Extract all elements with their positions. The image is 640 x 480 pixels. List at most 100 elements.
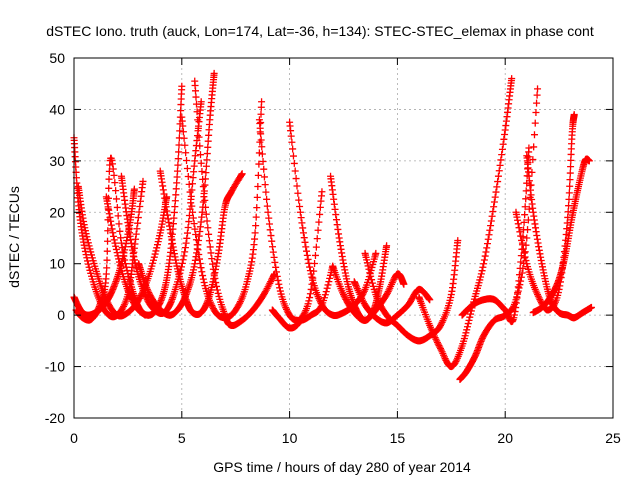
data-point	[481, 252, 489, 260]
data-point	[518, 241, 526, 249]
data-point	[206, 243, 214, 251]
data-point	[487, 217, 495, 225]
data-point	[192, 93, 200, 101]
data-point	[204, 143, 212, 151]
data-point	[194, 246, 202, 254]
data-point	[184, 172, 192, 180]
data-point	[197, 159, 205, 167]
data-point	[441, 355, 449, 363]
data-point	[123, 266, 131, 274]
y-tick-label: 0	[57, 307, 65, 323]
data-point	[132, 230, 140, 238]
data-point	[533, 91, 541, 99]
data-point	[115, 258, 123, 266]
data-point	[120, 302, 128, 310]
data-points	[70, 69, 595, 383]
data-point	[183, 164, 191, 172]
x-tick-label: 0	[70, 430, 78, 446]
data-point	[179, 128, 187, 136]
data-point	[465, 316, 473, 324]
data-point	[365, 265, 373, 273]
data-point	[567, 156, 575, 164]
data-point	[288, 138, 296, 146]
data-point	[102, 270, 110, 278]
data-point	[303, 251, 311, 259]
data-point	[466, 313, 474, 321]
data-point	[205, 230, 213, 238]
data-point	[182, 239, 190, 247]
data-point	[189, 208, 197, 216]
data-point	[149, 256, 157, 264]
data-point	[255, 160, 263, 168]
data-point	[133, 225, 141, 233]
data-point	[174, 161, 182, 169]
data-point	[194, 116, 202, 124]
data-point	[485, 231, 493, 239]
data-point	[171, 203, 179, 211]
data-point	[236, 299, 244, 307]
data-point	[564, 208, 572, 216]
data-point	[254, 171, 262, 179]
data-point	[266, 226, 274, 234]
data-point	[266, 279, 274, 287]
data-point	[585, 157, 593, 165]
data-point	[153, 244, 161, 252]
data-point	[293, 182, 301, 190]
data-point	[203, 156, 211, 164]
data-point	[291, 167, 299, 175]
data-point	[176, 127, 184, 135]
data-point	[490, 203, 498, 211]
x-tick-label: 25	[605, 430, 621, 446]
data-point	[207, 249, 215, 257]
data-point	[333, 221, 341, 229]
data-point	[297, 214, 305, 222]
data-point	[522, 195, 530, 203]
data-point	[134, 219, 142, 227]
data-point	[180, 134, 188, 142]
series-13	[286, 118, 380, 320]
data-point	[134, 214, 142, 222]
data-point	[306, 290, 314, 298]
data-point	[126, 292, 134, 300]
data-point	[201, 181, 209, 189]
data-point	[363, 259, 371, 267]
data-point	[366, 269, 374, 277]
data-point	[109, 160, 117, 168]
data-point	[372, 249, 380, 257]
data-point	[322, 288, 330, 296]
data-point	[184, 223, 192, 231]
data-point	[477, 270, 485, 278]
data-point	[462, 329, 470, 337]
chart-title: dSTEC Iono. truth (auck, Lon=174, Lat=-3…	[46, 23, 594, 39]
data-point	[516, 264, 524, 272]
data-point	[107, 221, 115, 229]
data-point	[259, 158, 267, 165]
data-point	[185, 180, 193, 188]
data-point	[200, 189, 208, 197]
data-point	[152, 247, 160, 255]
data-point	[433, 338, 441, 346]
data-point	[487, 222, 495, 230]
grid	[74, 58, 613, 418]
data-point	[113, 249, 121, 257]
data-point	[437, 320, 445, 328]
data-point	[160, 190, 168, 198]
data-point	[498, 145, 506, 153]
data-point	[108, 225, 116, 233]
data-point	[196, 259, 204, 267]
data-point	[314, 226, 322, 234]
data-point	[118, 244, 126, 252]
data-point	[108, 156, 116, 164]
data-point	[163, 207, 171, 215]
data-point	[436, 343, 444, 351]
data-point	[209, 265, 217, 273]
data-point	[136, 202, 144, 210]
data-point	[292, 175, 300, 183]
data-point	[522, 187, 530, 195]
data-point	[341, 294, 349, 302]
data-point	[299, 229, 307, 237]
data-point	[189, 214, 197, 222]
x-tick-label: 5	[178, 430, 186, 446]
data-point	[305, 297, 313, 305]
data-point	[483, 244, 491, 252]
